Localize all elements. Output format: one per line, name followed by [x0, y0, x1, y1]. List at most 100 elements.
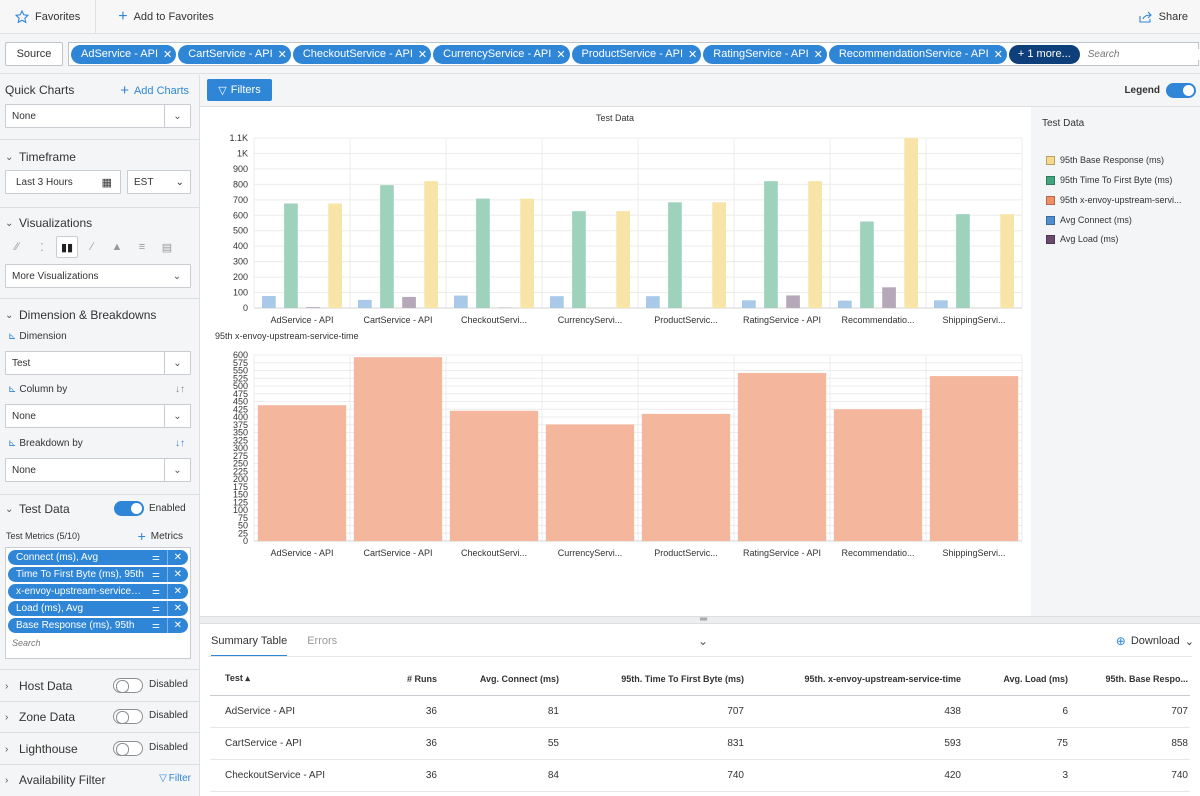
close-icon[interactable]: ✕: [173, 552, 182, 563]
filters-button[interactable]: ▽ Filters: [207, 79, 272, 101]
host-data-toggle[interactable]: [113, 678, 143, 693]
add-to-favorites-button[interactable]: + Add to Favorites: [96, 0, 228, 34]
add-charts-button[interactable]: + Add Charts: [120, 83, 189, 98]
source-chip[interactable]: CartService - API ✕: [178, 44, 291, 64]
source-chip[interactable]: RecommendationService - API ✕: [828, 44, 1007, 64]
timeframe-header[interactable]: ⌄ Timeframe: [5, 150, 76, 164]
bar[interactable]: [520, 198, 534, 308]
settings-sliders-icon[interactable]: ⚌: [151, 620, 160, 630]
bar[interactable]: [550, 296, 564, 308]
visualizations-header[interactable]: ⌄ Visualizations: [5, 216, 92, 230]
source-search-input[interactable]: [1087, 48, 1200, 60]
close-icon[interactable]: ✕: [813, 48, 823, 61]
chevron-collapse-icon[interactable]: ⌄: [698, 634, 709, 648]
column-header-base-response[interactable]: 95th. Base Respo...: [1105, 673, 1188, 684]
source-chip-box[interactable]: AdService - API ✕ CartService - API ✕ Chec…: [68, 42, 1200, 66]
bar[interactable]: [742, 300, 756, 308]
dimension-header[interactable]: ⌄ Dimension & Breakdowns: [5, 308, 156, 322]
bar[interactable]: [262, 296, 276, 308]
close-icon[interactable]: ✕: [556, 48, 566, 61]
legend-toggle[interactable]: [1166, 83, 1196, 98]
close-icon[interactable]: ✕: [173, 603, 182, 614]
close-icon[interactable]: ✕: [163, 48, 173, 61]
bar[interactable]: [358, 299, 372, 308]
bar[interactable]: [808, 181, 822, 308]
bar[interactable]: [424, 181, 438, 308]
close-icon[interactable]: ✕: [173, 620, 182, 631]
bar[interactable]: [882, 287, 896, 308]
test-data-header[interactable]: ⌄ Test Data: [5, 502, 70, 516]
source-button[interactable]: Source: [5, 42, 63, 66]
bar[interactable]: [668, 202, 682, 308]
metric-chip[interactable]: x-envoy-upstream-service-time (ms), 95th…: [8, 584, 188, 599]
close-icon[interactable]: ✕: [993, 48, 1003, 61]
timezone-select[interactable]: EST ⌄: [127, 170, 191, 194]
column-header-ttfb[interactable]: 95th. Time To First Byte (ms): [621, 673, 744, 684]
bar[interactable]: [616, 211, 630, 308]
host-data-header[interactable]: › Host Data: [5, 679, 72, 693]
bar[interactable]: [641, 413, 731, 541]
bar[interactable]: [929, 376, 1019, 541]
legend-item[interactable]: 95th Base Response (ms): [1046, 155, 1164, 165]
bar[interactable]: [572, 211, 586, 308]
bar[interactable]: [328, 203, 342, 308]
column-header-avg-load[interactable]: Avg. Load (ms): [1003, 673, 1068, 684]
dimension-select[interactable]: Test ⌄: [5, 351, 191, 375]
table-row[interactable]: AdService - API 36 81 707 438 6 707: [210, 696, 1190, 728]
bar-chart-icon[interactable]: ▮▮: [56, 236, 78, 258]
legend-item[interactable]: Avg Load (ms): [1046, 234, 1118, 244]
metrics-search-input[interactable]: [12, 638, 182, 648]
bar[interactable]: [257, 405, 347, 541]
table-row[interactable]: CheckoutService - API 36 84 740 420 3 74…: [210, 760, 1190, 792]
bar[interactable]: [956, 214, 970, 308]
settings-sliders-icon[interactable]: ⚌: [151, 552, 160, 562]
test-data-toggle[interactable]: [114, 501, 144, 516]
more-visualizations-select[interactable]: More Visualizations ⌄: [5, 264, 191, 288]
source-chip[interactable]: CheckoutService - API ✕: [292, 44, 432, 64]
source-chip[interactable]: ProductService - API ✕: [571, 44, 702, 64]
metric-chip[interactable]: Time To First Byte (ms), 95th ⚌ ✕: [8, 567, 188, 582]
bar[interactable]: [764, 181, 778, 308]
tab-summary-table[interactable]: Summary Table: [211, 635, 288, 657]
zone-data-header[interactable]: › Zone Data: [5, 710, 75, 724]
mountain-chart-icon[interactable]: ▲: [111, 241, 123, 253]
column-header-test[interactable]: Test ▴: [225, 673, 250, 683]
bar[interactable]: [838, 300, 852, 308]
close-icon[interactable]: ✕: [173, 586, 182, 597]
download-button[interactable]: ⊕ Download ⌄: [1116, 634, 1194, 648]
bar[interactable]: [904, 138, 918, 308]
table-icon[interactable]: ▤: [161, 241, 173, 254]
line-chart-icon[interactable]: ⁄⁄: [15, 241, 19, 253]
share-button[interactable]: Share: [1124, 0, 1200, 34]
sort-icon[interactable]: ↓↑: [175, 384, 185, 395]
settings-sliders-icon[interactable]: ⚌: [151, 586, 160, 596]
column-header-runs[interactable]: # Runs: [406, 673, 437, 684]
bar[interactable]: [353, 357, 443, 541]
close-icon[interactable]: ✕: [173, 569, 182, 580]
settings-sliders-icon[interactable]: ⚌: [151, 603, 160, 613]
panel-resize-handle[interactable]: ═: [200, 614, 1200, 625]
breakdown-by-select[interactable]: None ⌄: [5, 458, 191, 482]
bar[interactable]: [449, 410, 539, 541]
bar[interactable]: [786, 295, 800, 308]
close-icon[interactable]: ✕: [417, 48, 428, 61]
settings-sliders-icon[interactable]: ⚌: [151, 569, 160, 579]
bar[interactable]: [545, 424, 635, 541]
column-by-select[interactable]: None ⌄: [5, 404, 191, 428]
legend-item[interactable]: 95th Time To First Byte (ms): [1046, 175, 1172, 185]
source-chip[interactable]: AdService - API ✕: [71, 44, 177, 64]
metric-chip[interactable]: Base Response (ms), 95th ⚌ ✕: [8, 618, 188, 633]
bar[interactable]: [454, 295, 468, 308]
column-header-avg-connect[interactable]: Avg. Connect (ms): [479, 673, 559, 684]
source-chip[interactable]: RatingService - API ✕: [703, 44, 827, 64]
availability-filter-button[interactable]: ▽ Filter: [159, 773, 191, 784]
bar[interactable]: [833, 409, 923, 541]
source-chip[interactable]: CurrencyService - API ✕: [433, 44, 570, 64]
add-metrics-button[interactable]: + Metrics: [138, 529, 183, 543]
metric-chip[interactable]: Connect (ms), Avg ⚌ ✕: [8, 550, 188, 565]
bar[interactable]: [402, 296, 416, 308]
legend-item[interactable]: Avg Connect (ms): [1046, 215, 1132, 225]
close-icon[interactable]: ✕: [688, 48, 698, 61]
bar[interactable]: [646, 296, 660, 308]
bar[interactable]: [476, 198, 490, 308]
